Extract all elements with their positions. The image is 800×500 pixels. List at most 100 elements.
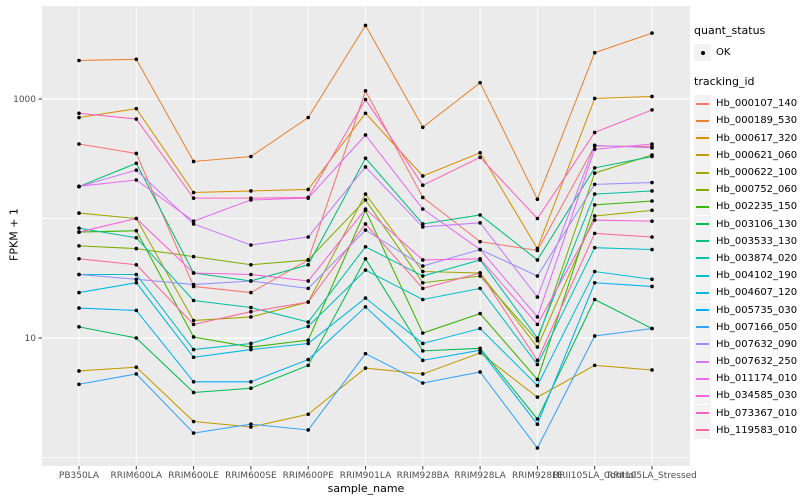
legend-item-Hb_119583_010: Hb_119583_010 (694, 421, 800, 439)
data-point-Hb_002235_150 (421, 331, 425, 335)
data-point-Hb_007166_050 (535, 446, 540, 450)
data-point-Hb_007632_250 (306, 235, 311, 239)
data-point-Hb_003106_130 (77, 325, 81, 329)
data-point-Hb_000189_530 (478, 80, 482, 85)
data-point-Hb_000617_320 (535, 246, 540, 251)
legend-item-label: Hb_000189_530 (716, 115, 798, 127)
data-point-Hb_004102_190 (478, 286, 482, 291)
legend-key-swatch-icon (694, 215, 711, 233)
point-icon (700, 50, 705, 55)
legend-item-Hb_005735_030: Hb_005735_030 (694, 301, 800, 319)
data-point-Hb_002235_150 (535, 377, 540, 382)
data-point-Hb_000752_060 (77, 244, 81, 248)
legend-item-label: Hb_011174_010 (716, 373, 798, 385)
data-point-Hb_000621_060 (306, 412, 311, 417)
data-point-Hb_034585_030 (478, 257, 482, 261)
data-point-Hb_003874_020 (592, 192, 597, 196)
series-color-line-icon (696, 377, 709, 380)
data-point-Hb_004607_120 (249, 347, 253, 352)
data-point-Hb_005735_030 (478, 348, 482, 353)
legend-tracking-id-items: Hb_000107_140 Hb_000189_530 Hb_000617_320 H… (694, 95, 800, 439)
data-point-Hb_003874_020 (134, 235, 139, 240)
data-point-Hb_007166_050 (306, 428, 311, 432)
legend-item-label: Hb_007166_050 (716, 321, 798, 333)
legend-item-label: Hb_000617_320 (716, 132, 798, 144)
data-point-Hb_011174_010 (77, 184, 81, 189)
legend-key-swatch-icon (694, 335, 711, 353)
data-point-Hb_004607_120 (77, 290, 81, 295)
x-tick-label: RRIM600SE (225, 471, 277, 481)
legend-key-swatch-icon (694, 146, 711, 164)
data-point-Hb_000617_320 (363, 111, 368, 116)
data-point-Hb_000189_530 (306, 115, 311, 120)
data-point-Hb_011174_010 (478, 247, 482, 252)
data-point-Hb_007632_090 (249, 279, 253, 283)
data-point-Hb_000621_060 (650, 368, 654, 372)
data-point-Hb_000752_060 (134, 246, 139, 251)
legend-item-label: Hb_000622_100 (716, 167, 798, 179)
data-point-Hb_004102_190 (421, 297, 425, 302)
data-point-Hb_003874_020 (650, 189, 654, 193)
x-tick-label: RRIM928BA (397, 471, 450, 481)
legend-tracking-id-block: tracking_id Hb_000107_140 Hb_000189_530 Hb… (694, 75, 800, 439)
data-point-Hb_004102_190 (535, 362, 540, 367)
y-tick-label: 10 (25, 334, 37, 344)
data-point-Hb_003533_130 (592, 166, 597, 170)
data-point-Hb_000621_060 (249, 425, 253, 429)
data-point-Hb_005735_030 (191, 380, 196, 384)
data-point-Hb_002235_150 (249, 345, 253, 349)
legend-item-label: Hb_003106_130 (716, 218, 798, 230)
data-point-Hb_000189_530 (249, 154, 253, 159)
data-point-Hb_003874_020 (306, 320, 311, 324)
data-point-Hb_007632_250 (535, 295, 540, 299)
data-point-Hb_011174_010 (535, 315, 540, 319)
data-point-Hb_119583_010 (650, 235, 654, 239)
series-color-line-icon (696, 205, 709, 208)
series-color-line-icon (696, 360, 709, 363)
data-point-Hb_119583_010 (592, 231, 597, 236)
data-point-Hb_003106_130 (535, 417, 540, 421)
data-point-Hb_003533_130 (421, 222, 425, 226)
data-point-Hb_007166_050 (363, 351, 368, 356)
data-point-Hb_000622_100 (191, 318, 196, 323)
data-point-Hb_000752_060 (249, 262, 253, 267)
legend-key-swatch-icon (694, 129, 711, 147)
legend-key-swatch-icon (694, 318, 711, 336)
quant-status-ok-key-icon (694, 44, 711, 62)
data-point-Hb_073367_010 (535, 216, 540, 221)
data-point-Hb_007166_050 (191, 431, 196, 435)
data-point-Hb_002235_150 (592, 203, 597, 207)
data-point-Hb_011174_010 (592, 147, 597, 152)
data-point-Hb_034585_030 (535, 322, 540, 327)
data-point-Hb_004102_190 (592, 245, 597, 250)
data-point-Hb_000621_060 (478, 351, 482, 355)
x-tick-label: RRIM600PE (283, 471, 335, 481)
data-point-Hb_119583_010 (77, 257, 81, 261)
data-point-Hb_073367_010 (191, 196, 196, 200)
series-color-line-icon (696, 343, 709, 346)
data-point-Hb_007166_050 (134, 372, 139, 376)
data-point-Hb_000617_320 (134, 106, 139, 111)
data-point-Hb_004102_190 (650, 247, 654, 252)
data-point-Hb_007632_090 (650, 180, 654, 185)
legend-item-Hb_004102_190: Hb_004102_190 (694, 267, 800, 285)
data-point-Hb_000617_320 (191, 190, 196, 195)
legend-item-label: Hb_003874_020 (716, 252, 798, 264)
data-point-Hb_000621_060 (363, 366, 368, 370)
data-point-Hb_119583_010 (134, 262, 139, 267)
legend-item-Hb_003106_130: Hb_003106_130 (694, 215, 800, 233)
data-point-Hb_003106_130 (592, 297, 597, 302)
legend-item-label: Hb_005735_030 (716, 304, 798, 316)
legend-item-Hb_003533_130: Hb_003533_130 (694, 232, 800, 250)
series-color-line-icon (696, 137, 709, 140)
data-point-Hb_011174_010 (191, 219, 196, 223)
data-point-Hb_004102_190 (363, 268, 368, 272)
legend-item-label: Hb_007632_090 (716, 338, 798, 350)
data-point-Hb_000752_060 (535, 338, 540, 343)
legend: quant_status OK tracking_id Hb_000107_14… (694, 24, 800, 439)
data-point-Hb_000189_530 (535, 197, 540, 202)
data-point-Hb_119583_010 (306, 300, 311, 304)
data-point-Hb_000189_530 (134, 57, 139, 62)
